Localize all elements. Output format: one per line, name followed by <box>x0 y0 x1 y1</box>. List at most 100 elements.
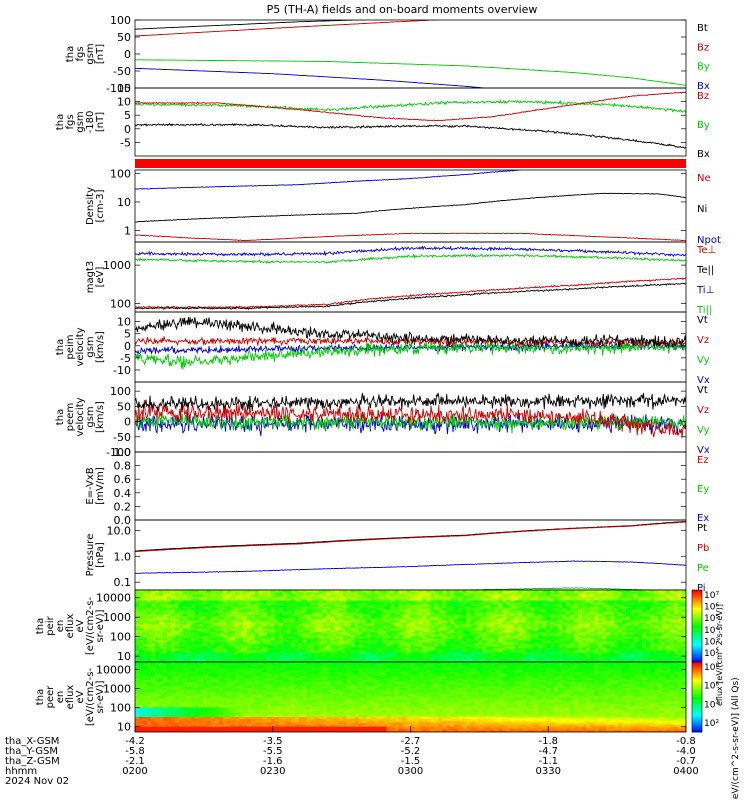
y-axis-label: peim <box>65 334 76 359</box>
panel-frame <box>134 519 687 591</box>
panel-peer-spectrogram: 10⁸ 10⁶ 10⁴ 10² 10000 1000 100 10 tha peer en eflux… <box>35 661 719 733</box>
panel-peem-velocity: 100 50 0 -50 -100 tha peem velocity gsm [km/s] Vt V… <box>55 381 710 459</box>
y-axis-label: tha <box>65 46 76 62</box>
panel-frame <box>134 451 687 521</box>
x-tick-label: 0230 <box>260 766 285 777</box>
legend-ne: Ne <box>697 173 711 184</box>
series-line-bt <box>135 20 374 30</box>
legend-ey: Ey <box>697 484 709 495</box>
y-tick-label: 0.0 <box>114 514 132 527</box>
y-axis-label: [km/s] <box>95 401 106 433</box>
y-tick-label: -50 <box>113 431 131 444</box>
x-row-label: hhmm <box>5 766 37 777</box>
panel-state-bar <box>135 159 686 168</box>
y-tick-label: 10000 <box>96 664 131 677</box>
y-tick-label: 100 <box>110 385 131 398</box>
fgs-series <box>135 20 686 88</box>
y-tick-label: 0.8 <box>114 460 132 473</box>
y-axis-label: magt3 <box>85 261 96 294</box>
y-axis-label: velocity <box>75 327 86 366</box>
peer-spectrogram-y-ticks: 10000 1000 100 10 <box>96 664 686 733</box>
panel-temperature: 1000 100 magt3 [eV] Te⊥ Te|| Ti⊥ Ti|| <box>85 241 716 316</box>
y-axis-label: eV <box>75 619 86 632</box>
y-tick-label: 10 <box>117 316 131 329</box>
y-tick-label: 10 <box>117 650 131 663</box>
legend-te: Te⊥ <box>696 245 716 256</box>
y-tick-label: -100 <box>106 446 131 459</box>
x-tick-label: -1.6 <box>263 756 283 767</box>
x-tick-label: -4.2 <box>125 736 145 747</box>
peir-spectrogram-cells <box>135 590 686 662</box>
y-axis-label: Pressure <box>85 534 96 577</box>
fgs-gse-series <box>135 91 686 149</box>
chart-title: P5 (TH-A) fields and on-board moments ov… <box>267 3 538 16</box>
y-tick-label: 100 <box>110 297 131 310</box>
colorbar-tick-label: 10⁵ <box>704 614 719 624</box>
y-axis-label: [km/s] <box>95 331 106 363</box>
x-date-label: 2024 Nov 02 <box>5 776 69 787</box>
temperature-y-ticks: 1000 100 <box>103 259 686 310</box>
y-axis-label: Density <box>85 187 96 225</box>
y-tick-label: -5 <box>120 136 131 149</box>
legend-vt: Vt <box>697 385 708 396</box>
y-axis-label: tha <box>35 618 46 634</box>
panel-density: 100 10 1 Density [cm-3] Ne Ni Npot <box>85 167 721 246</box>
colorbar-tick-label: 10⁴ <box>704 626 719 636</box>
series-line-vy <box>135 340 686 370</box>
y-axis-label: peir <box>45 615 56 635</box>
legend-bt: Bt <box>697 23 708 34</box>
series-line-vt <box>135 392 686 412</box>
y-axis-label: -180 <box>85 111 96 134</box>
series-line-pb <box>135 521 686 553</box>
legend-vz: Vz <box>697 335 709 346</box>
temperature-series <box>135 245 686 310</box>
y-tick-label: 1000 <box>103 682 131 695</box>
y-tick-label: 50 <box>117 31 131 44</box>
y-axis-label: peem <box>65 403 76 431</box>
y-tick-label: 1.0 <box>114 446 132 459</box>
legend-ez: Ez <box>697 455 709 466</box>
pressure-series <box>135 520 686 590</box>
y-tick-label: 5 <box>124 328 131 341</box>
panel-fgs: 100 50 0 -50 -100 tha fgs gsm [nT] Bt Bz By Bx <box>65 14 710 95</box>
series-line-te <box>135 282 686 310</box>
y-axis-label: [eV] <box>95 267 106 288</box>
x-axis-labels: tha_X-GSM -4.2 -3.5 -2.7 -1.8 -0.8 tha_Y-GSM -5… <box>5 726 699 787</box>
series-line-bz <box>135 20 441 37</box>
legend-ti: Ti|| <box>696 305 712 316</box>
series-line-bz <box>135 91 686 122</box>
legend-bz: Bz <box>697 91 709 102</box>
panel-frame <box>134 241 687 313</box>
y-tick-label: 10000 <box>96 592 131 605</box>
y-tick-label: 100 <box>110 631 131 644</box>
y-tick-label: 5 <box>124 109 131 122</box>
colorbar-tick-label: 10⁷ <box>704 591 719 601</box>
y-tick-label: 1.0 <box>114 550 132 563</box>
x-tick-label: -0.8 <box>676 736 696 747</box>
peem-velocity-y-ticks: 100 50 0 -50 -100 <box>106 385 686 459</box>
state-bar <box>135 159 686 168</box>
panel-efield: 1.00.80.60.40.20.0 E=-VxB [mV/m] Ez Ey Ex <box>85 446 709 527</box>
pressure-y-ticks: 10.0 1.0 0.1 <box>107 524 686 589</box>
colorbar-tick-label: 10² <box>704 649 719 659</box>
series-line-vz <box>135 400 686 438</box>
peim-velocity-series <box>135 316 686 370</box>
y-axis-label: gsm <box>85 43 96 64</box>
y-axis-label: tha <box>55 114 66 130</box>
legend-vx: Vx <box>697 375 710 386</box>
x-row-label: tha_Y-GSM <box>5 746 58 757</box>
legend-ex: Ex <box>697 513 709 524</box>
y-tick-label: 100 <box>110 14 131 27</box>
y-tick-label: 1000 <box>103 259 131 272</box>
x-tick-label: -2.7 <box>401 736 421 747</box>
panel-frame <box>134 19 687 89</box>
series-line-pt <box>135 520 686 552</box>
legend-vx: Vx <box>697 445 710 456</box>
y-tick-label: 10 <box>117 720 131 733</box>
x-tick-label: 0300 <box>398 766 423 777</box>
y-axis-label: [nT] <box>95 44 106 64</box>
y-axis-label: eV <box>75 690 86 703</box>
x-tick-label: -4.7 <box>538 746 558 757</box>
y-tick-label: 0.6 <box>114 473 132 486</box>
